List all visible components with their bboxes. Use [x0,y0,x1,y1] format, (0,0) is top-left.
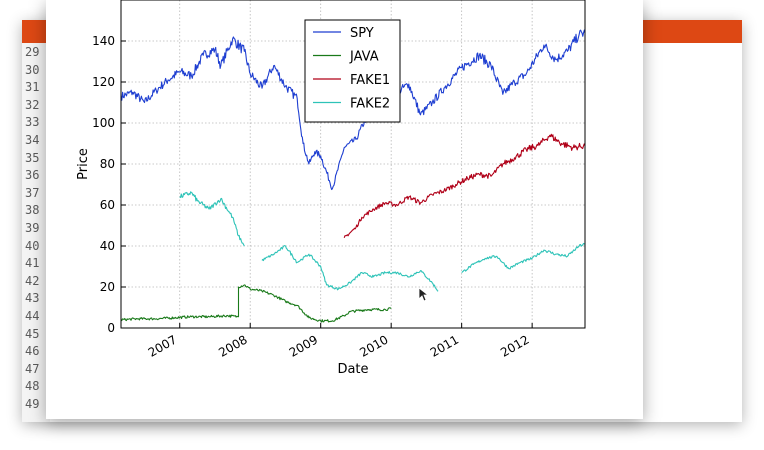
x-tick-label: 2012 [498,332,531,359]
line-number: 30 [25,62,40,77]
line-number: 45 [25,326,40,341]
line-number: 38 [25,203,40,218]
series-line-java [120,284,392,323]
legend-label-java: JAVA [349,50,379,65]
series-line-fake2 [261,245,439,292]
series-line-fake2 [461,242,585,273]
legend-box [304,19,401,123]
y-tick-label: 20 [100,280,115,294]
series-line-fake1 [343,133,586,238]
line-number: 48 [25,379,40,394]
x-tick-label: 2009 [287,332,320,359]
line-number: 34 [25,133,40,147]
y-tick-label: 0 [107,321,115,335]
line-number: 47 [25,361,40,376]
y-tick-label: 100 [92,116,115,130]
line-number: 35 [25,150,40,165]
x-tick-label: 2008 [216,332,249,359]
y-tick-label: 120 [92,75,115,89]
line-number-gutter: 29 30 31 32 33 34 35 36 37 38 39 40 41 42 43 44 45 46 47 48… [22,43,50,422]
series-line-spy [120,29,586,191]
y-tick-label: 60 [100,198,115,212]
y-tick-label: 40 [100,239,115,253]
line-number: 37 [25,185,40,200]
mouse-cursor-icon [419,288,430,302]
line-number: 32 [25,97,40,112]
legend-label-fake1: FAKE1 [350,73,390,88]
x-tick-label: 2010 [357,332,390,359]
line-number: 46 [25,344,40,359]
plot-frame [120,0,586,329]
line-number: 42 [25,273,40,288]
legend-label-fake2: FAKE2 [350,97,390,112]
line-number: 31 [25,80,40,95]
y-tick-label: 80 [100,157,115,171]
line-number: 41 [25,256,40,271]
x-tick-label: 2011 [428,332,461,359]
legend-label-spy: SPY [350,26,374,41]
series-line-fake2 [179,191,245,247]
x-tick-label: 2007 [146,332,179,359]
line-number: 29 [25,45,40,59]
y-axis-label: Price [76,148,91,180]
line-number: 36 [25,168,40,183]
plot-window[interactable]: 0 20 40 60 80 100 120 140 2007 2008 2009 2010 2011 20… [46,0,643,419]
line-number: 33 [25,115,40,130]
x-axis-label: Date [337,362,368,377]
line-number: 43 [25,291,40,306]
line-number: 39 [25,221,40,235]
y-tick-label: 140 [92,34,115,48]
line-number: 49 [25,397,40,411]
line-number: 44 [25,309,40,323]
line-number: 40 [25,238,40,253]
price-chart: 0 20 40 60 80 100 120 140 2007 2008 2009 2010 2011 20… [76,0,586,377]
